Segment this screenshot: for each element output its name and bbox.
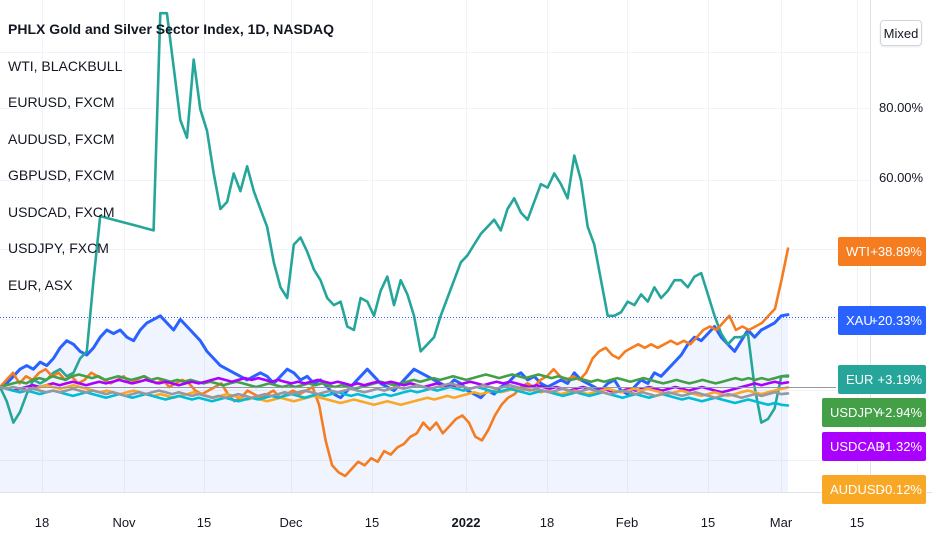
- price-label-audusd: [822, 475, 926, 504]
- x-axis: 18 Nov 15 Dec 15 2022 18 Feb 15 Mar 15: [35, 515, 864, 530]
- legend-item-wti[interactable]: WTI, BLACKBULL: [8, 57, 123, 74]
- price-label-value: +3.19%: [878, 372, 923, 387]
- x-tick-label: Mar: [770, 515, 793, 530]
- legend-item-gbpusd[interactable]: GBPUSD, FXCM: [8, 167, 115, 183]
- legend-item-audusd[interactable]: AUDUSD, FXCM: [8, 130, 115, 147]
- legend-item-usdjpy[interactable]: USDJPY, FXCM: [8, 240, 109, 256]
- x-tick-label: 15: [701, 515, 715, 530]
- y-axis: 80.00% 60.00%: [879, 100, 924, 185]
- x-tick-label: 15: [197, 515, 211, 530]
- x-tick-label: 2022: [452, 515, 481, 530]
- x-tick-label: 18: [35, 515, 49, 530]
- price-label-name: WTI: [846, 244, 870, 259]
- price-label-value: +38.89%: [870, 244, 922, 259]
- price-label-name: EUR: [846, 372, 873, 387]
- price-label-name: USDJPY: [830, 405, 882, 420]
- price-label-value: +20.33%: [870, 313, 922, 328]
- price-label-wti: [838, 237, 926, 266]
- x-tick-label: 18: [540, 515, 554, 530]
- price-label-eur: [838, 365, 926, 394]
- x-tick-label: 15: [365, 515, 379, 530]
- price-labels: WTI +38.89% XAU+20.33% EUR +3.19% USDJPY+2.94…: [822, 237, 926, 504]
- x-tick-label: Feb: [616, 515, 638, 530]
- legend-item-eurusd[interactable]: EURUSD, FXCM: [8, 94, 115, 110]
- y-tick-label: 80.00%: [879, 100, 924, 115]
- price-label-name: AUDUSD: [830, 482, 885, 497]
- price-label-usdjpy: [822, 398, 926, 427]
- legend: PHLX Gold and Silver Sector Index, 1D, N…: [8, 22, 334, 314]
- price-label-value: -0.12%: [881, 482, 923, 497]
- series-cad-line[interactable]: [0, 376, 790, 394]
- y-tick-label: 60.00%: [879, 170, 924, 185]
- legend-item-eur[interactable]: EUR, ASX: [8, 276, 73, 293]
- series-aud-line[interactable]: [0, 383, 790, 407]
- legend-item-usdcad[interactable]: USDCAD, FXCM: [8, 203, 115, 220]
- x-tick-label: Nov: [112, 515, 136, 530]
- price-label-value: +2.94%: [878, 405, 923, 420]
- legend-main-symbol[interactable]: PHLX Gold and Silver Sector Index, 1D, N…: [8, 21, 334, 37]
- price-label-name: USDCAD: [830, 439, 885, 454]
- price-label-name: XAU: [846, 313, 873, 328]
- series-eur-line[interactable]: [0, 11, 790, 424]
- price-label-usdcad: [822, 432, 926, 461]
- scale-mode-button[interactable]: Mixed: [880, 20, 922, 46]
- reference-lines: [0, 317, 836, 388]
- series-gold-line[interactable]: [0, 313, 790, 400]
- x-tick-label: 15: [850, 515, 864, 530]
- series-jpy-line[interactable]: [0, 373, 790, 391]
- price-label-value: +1.32%: [878, 439, 923, 454]
- x-tick-label: Dec: [279, 515, 303, 530]
- price-label-xau: [838, 306, 926, 335]
